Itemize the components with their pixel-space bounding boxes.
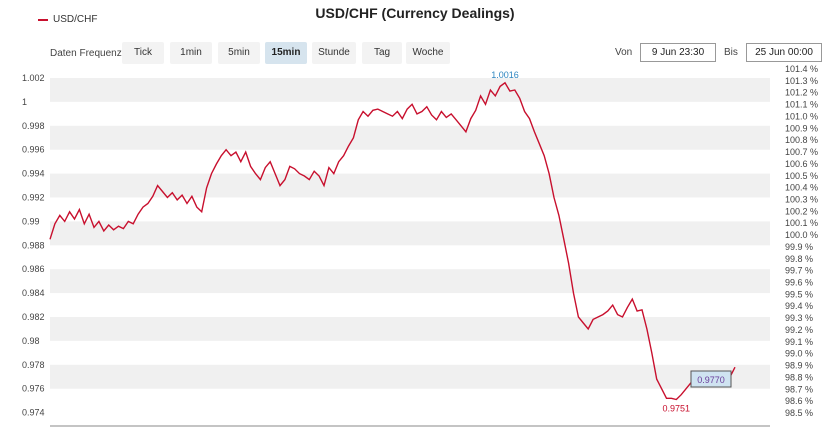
y-tick-label: 0.986 <box>22 264 45 274</box>
freq-button-tag[interactable]: Tag <box>362 42 402 64</box>
grid-band <box>50 221 770 246</box>
freq-button-15min[interactable]: 15min <box>265 42 307 64</box>
y-tick-label: 0.992 <box>22 193 45 203</box>
right-tick-label: 100.4 % <box>785 183 818 193</box>
y-tick-label: 0.982 <box>22 312 45 322</box>
left-axis: 1.002 1 0.998 0.996 0.994 0.992 0.99 0.988 0.986… <box>22 73 45 418</box>
right-tick-label: 99.8 % <box>785 254 813 264</box>
y-tick-label: 0.974 <box>22 408 45 418</box>
freq-button-1min[interactable]: 1min <box>170 42 212 64</box>
right-tick-label: 99.7 % <box>785 266 813 276</box>
right-tick-label: 101.1 % <box>785 100 818 110</box>
right-tick-label: 101.0 % <box>785 111 818 121</box>
right-tick-label: 98.9 % <box>785 361 813 371</box>
legend-swatch <box>38 18 48 21</box>
freq-button-woche[interactable]: Woche <box>406 42 450 64</box>
freq-button-5min[interactable]: 5min <box>218 42 260 64</box>
right-tick-label: 100.7 % <box>785 147 818 157</box>
y-tick-label: 0.998 <box>22 121 45 131</box>
grid-band <box>50 78 770 102</box>
y-tick-label: 0.988 <box>22 240 45 250</box>
right-tick-label: 100.5 % <box>785 171 818 181</box>
y-tick-label: 1 <box>22 97 27 107</box>
freq-button-stunde[interactable]: Stunde <box>312 42 356 64</box>
grid-band <box>50 173 770 198</box>
y-tick-label: 0.976 <box>22 384 45 394</box>
right-tick-label: 101.4 % <box>785 64 818 74</box>
right-tick-label: 98.8 % <box>785 372 813 382</box>
right-tick-label: 99.6 % <box>785 278 813 288</box>
right-tick-label: 99.2 % <box>785 325 813 335</box>
right-tick-label: 101.3 % <box>785 76 818 86</box>
right-tick-label: 99.5 % <box>785 289 813 299</box>
to-date-input[interactable]: 25 Jun 00:00 <box>746 43 822 62</box>
right-tick-label: 98.7 % <box>785 384 813 394</box>
chart-bands <box>50 78 770 389</box>
last-value-box <box>690 370 732 388</box>
right-tick-label: 99.1 % <box>785 337 813 347</box>
right-tick-label: 100.3 % <box>785 194 818 204</box>
right-tick-label: 99.4 % <box>785 301 813 311</box>
last-value-label: 0.9770 <box>697 375 725 385</box>
chart-title: USD/CHF (Currency Dealings) <box>315 5 515 21</box>
low-value-label: 0.9751 <box>663 403 691 413</box>
right-tick-label: 99.3 % <box>785 313 813 323</box>
y-tick-label: 1.002 <box>22 73 45 83</box>
annotations: 1.0016 0.9751 0.9770 <box>491 70 732 413</box>
y-tick-label: 0.99 <box>22 216 40 226</box>
right-tick-label: 100.9 % <box>785 123 818 133</box>
freq-button-tick[interactable]: Tick <box>122 42 164 64</box>
right-tick-label: 98.5 % <box>785 408 813 418</box>
right-tick-label: 100.6 % <box>785 159 818 169</box>
y-tick-label: 0.996 <box>22 145 45 155</box>
right-tick-label: 101.2 % <box>785 88 818 98</box>
right-tick-label: 98.6 % <box>785 396 813 406</box>
legend-label: USD/CHF <box>53 14 98 25</box>
grid-band <box>50 125 770 150</box>
legend: USD/CHF <box>38 14 97 25</box>
grid-band <box>50 364 770 389</box>
from-date-input[interactable]: 9 Jun 23:30 <box>640 43 716 62</box>
from-label: Von <box>615 47 633 58</box>
right-tick-label: 100.2 % <box>785 206 818 216</box>
right-tick-label: 100.0 % <box>785 230 818 240</box>
y-tick-label: 0.984 <box>22 288 45 298</box>
grid-band <box>50 317 770 341</box>
y-tick-label: 0.98 <box>22 336 40 346</box>
right-tick-label: 100.8 % <box>785 135 818 145</box>
right-tick-label: 99.0 % <box>785 349 813 359</box>
y-tick-label: 0.978 <box>22 360 45 370</box>
series-line <box>49 81 736 401</box>
right-tick-label: 100.1 % <box>785 218 818 228</box>
right-tick-label: 99.9 % <box>785 242 813 252</box>
y-tick-label: 0.994 <box>22 169 45 179</box>
right-axis: 101.4 % 101.3 % 101.2 % 101.1 %101.0 % 100.9… <box>785 64 818 418</box>
frequency-label: Daten Frequenz <box>50 48 122 59</box>
high-value-label: 1.0016 <box>491 70 519 80</box>
grid-band <box>50 269 770 294</box>
to-label: Bis <box>724 47 738 58</box>
